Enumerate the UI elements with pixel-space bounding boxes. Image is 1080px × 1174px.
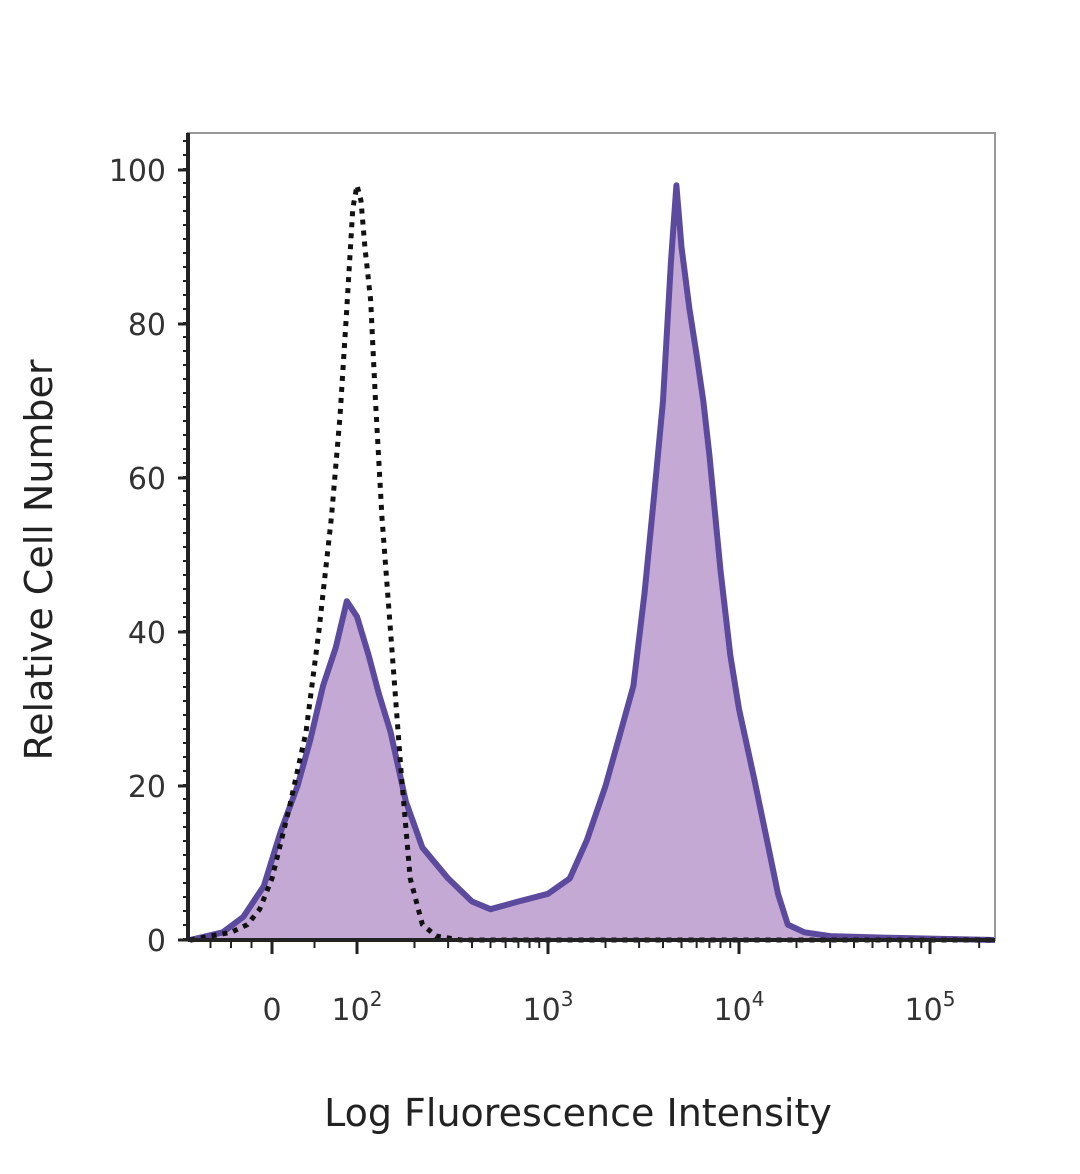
series-line-dotted — [189, 182, 995, 943]
x-tick-label: 105 — [905, 987, 956, 1028]
series-layer — [189, 182, 996, 943]
y-tick-label: 20 — [128, 770, 166, 805]
x-axis-ticks: 0 102 103 104 105 — [209, 940, 981, 1028]
x-tick-label: 0 — [262, 993, 281, 1028]
x-axis-title: Log Fluorescence Intensity — [324, 1091, 832, 1135]
y-tick-label: 40 — [128, 616, 166, 651]
y-axis-ticks: 0 20 40 60 80 100 — [109, 140, 188, 959]
x-tick-label: 102 — [332, 987, 383, 1028]
series-fill — [190, 185, 995, 940]
y-tick-label: 80 — [128, 308, 166, 343]
x-tick-label: 104 — [714, 987, 765, 1028]
x-tick-label: 103 — [523, 987, 574, 1028]
y-tick-label: 100 — [109, 154, 166, 189]
y-axis-title: Relative Cell Number — [17, 359, 61, 760]
y-tick-label: 0 — [147, 924, 166, 959]
series-line-purple — [189, 182, 996, 943]
y-tick-label: 60 — [128, 462, 166, 497]
